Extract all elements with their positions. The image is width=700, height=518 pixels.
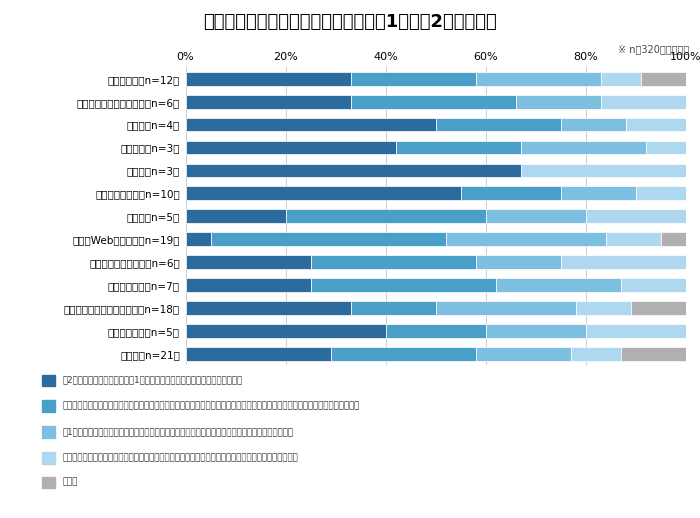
Text: ※ n＝320／単一回答: ※ n＝320／単一回答 (618, 44, 690, 54)
Bar (435, 118, 561, 132)
Bar (621, 347, 686, 361)
Bar (186, 232, 211, 246)
Bar (561, 186, 636, 200)
Bar (661, 232, 686, 246)
Bar (641, 72, 686, 85)
Text: 業界全体の広告出稿量の落ち込みにより、広告出稿にかかるコストが通常よりも割安になっているため: 業界全体の広告出稿量の落ち込みにより、広告出稿にかかるコストが通常よりも割安にな… (63, 453, 299, 463)
Bar (186, 95, 351, 109)
Bar (601, 72, 641, 85)
Bar (476, 347, 571, 361)
Bar (186, 186, 461, 200)
Bar (476, 72, 601, 85)
Bar (521, 141, 646, 154)
Bar (186, 278, 311, 292)
Bar (486, 209, 586, 223)
Bar (311, 278, 496, 292)
Bar (351, 95, 516, 109)
Bar (626, 118, 686, 132)
Text: その他: その他 (63, 478, 78, 487)
Bar (561, 118, 626, 132)
Bar (521, 164, 686, 177)
Bar (476, 255, 561, 269)
Bar (571, 347, 621, 361)
Bar (646, 141, 686, 154)
Bar (631, 301, 686, 315)
Bar (586, 324, 686, 338)
Bar (576, 301, 631, 315)
Text: 第2波での消費行動の停滞は第1波に比べて限定的であると見通しているため: 第2波での消費行動の停滞は第1波に比べて限定的であると見通しているため (63, 376, 243, 385)
Bar (601, 95, 686, 109)
Bar (186, 118, 435, 132)
Bar (516, 95, 601, 109)
Bar (351, 301, 435, 315)
Bar (586, 209, 686, 223)
Bar (186, 164, 521, 177)
Bar (351, 72, 476, 85)
Bar (395, 141, 521, 154)
Bar (561, 255, 686, 269)
Bar (186, 301, 351, 315)
Bar (186, 347, 330, 361)
Bar (606, 232, 661, 246)
Bar (486, 324, 586, 338)
Bar (186, 209, 286, 223)
Bar (186, 324, 386, 338)
Text: 【図】業界別広告出稿状況の変化（第1波・第2波の比較）: 【図】業界別広告出稿状況の変化（第1波・第2波の比較） (203, 13, 497, 31)
Text: 広告出稿を長期的に停止することによる中長期的なブランドへのダメージ（認知度・好意度の低下など）が大きいと判断したため: 広告出稿を長期的に停止することによる中長期的なブランドへのダメージ（認知度・好意… (63, 401, 361, 411)
Bar (186, 141, 395, 154)
Bar (211, 232, 446, 246)
Bar (286, 209, 486, 223)
Bar (461, 186, 561, 200)
Bar (186, 255, 311, 269)
Bar (446, 232, 606, 246)
Bar (496, 278, 621, 292)
Bar (386, 324, 486, 338)
Bar (330, 347, 476, 361)
Bar (186, 72, 351, 85)
Bar (636, 186, 686, 200)
Bar (435, 301, 576, 315)
Bar (621, 278, 686, 292)
Text: 第1波の時に広告出稿を停止したことによる事業へのダメージ（売上の減少など）が大きかったため: 第1波の時に広告出稿を停止したことによる事業へのダメージ（売上の減少など）が大き… (63, 427, 294, 437)
Bar (311, 255, 476, 269)
